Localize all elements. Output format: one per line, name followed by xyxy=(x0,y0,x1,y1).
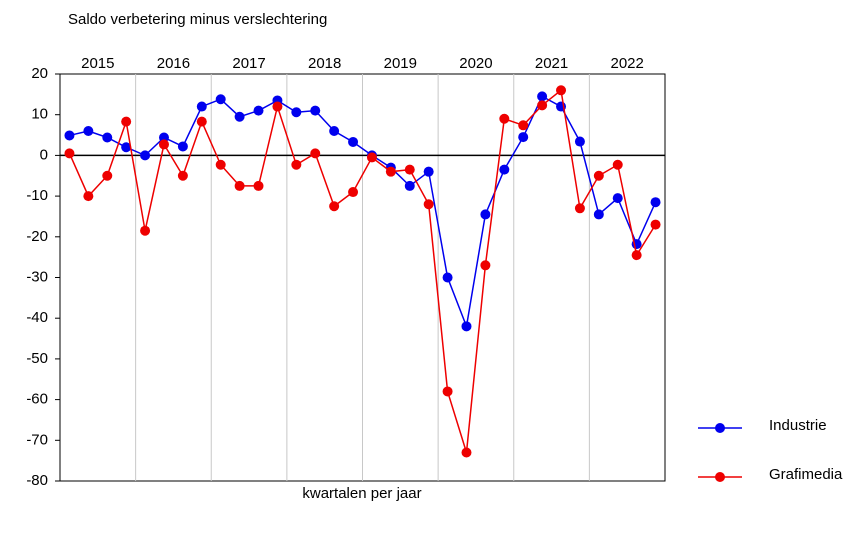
legend-label: Industrie xyxy=(769,417,827,434)
y-tick-label: -50 xyxy=(26,350,48,367)
data-point xyxy=(140,150,151,161)
data-point xyxy=(158,132,169,143)
data-point xyxy=(556,85,567,96)
data-point xyxy=(64,130,75,141)
data-point xyxy=(329,125,340,136)
data-point xyxy=(537,100,548,111)
data-point xyxy=(64,148,75,159)
data-point xyxy=(404,164,415,175)
chart-title: Saldo verbetering minus verslechtering xyxy=(68,11,327,28)
data-point xyxy=(121,142,132,153)
data-point xyxy=(480,260,491,271)
data-point xyxy=(234,180,245,191)
data-point xyxy=(404,180,415,191)
data-point xyxy=(196,116,207,127)
data-point xyxy=(631,250,642,261)
x-axis-label: kwartalen per jaar xyxy=(302,485,421,502)
y-tick-label: -30 xyxy=(26,268,48,285)
data-point xyxy=(366,152,377,163)
y-tick-label: -10 xyxy=(26,187,48,204)
data-point xyxy=(215,159,226,170)
y-tick-label: 0 xyxy=(40,146,48,163)
data-point xyxy=(574,203,585,214)
data-point xyxy=(423,199,434,210)
data-point xyxy=(442,386,453,397)
data-point xyxy=(196,101,207,112)
year-label: 2017 xyxy=(232,55,265,72)
year-label: 2021 xyxy=(535,55,568,72)
data-point xyxy=(272,101,283,112)
y-tick-label: -60 xyxy=(26,391,48,408)
year-label: 2016 xyxy=(157,55,190,72)
data-point xyxy=(650,197,661,208)
data-point xyxy=(461,447,472,458)
legend-marker xyxy=(715,472,725,482)
data-point xyxy=(310,105,321,116)
data-point xyxy=(499,113,510,124)
data-point xyxy=(83,125,94,136)
data-point xyxy=(574,136,585,147)
data-point xyxy=(102,170,113,181)
data-point xyxy=(329,201,340,212)
data-point xyxy=(177,170,188,181)
data-point xyxy=(518,132,529,143)
data-point xyxy=(385,166,396,177)
data-point xyxy=(612,159,623,170)
data-point xyxy=(499,164,510,175)
data-point xyxy=(461,321,472,332)
data-point xyxy=(518,120,529,131)
data-point xyxy=(102,132,113,143)
data-point xyxy=(140,225,151,236)
data-point xyxy=(253,180,264,191)
year-label: 2018 xyxy=(308,55,341,72)
data-point xyxy=(442,272,453,283)
data-point xyxy=(253,105,264,116)
data-point xyxy=(83,191,94,202)
data-point xyxy=(480,209,491,220)
legend-marker xyxy=(715,423,725,433)
data-point xyxy=(121,116,132,127)
y-tick-label: -80 xyxy=(26,472,48,489)
data-point xyxy=(593,170,604,181)
year-label: 2022 xyxy=(611,55,644,72)
data-point xyxy=(593,209,604,220)
legend-label: Grafimedia xyxy=(769,466,843,483)
data-point xyxy=(650,219,661,230)
data-point xyxy=(158,139,169,150)
data-point xyxy=(348,136,359,147)
data-point xyxy=(177,141,188,152)
data-point xyxy=(234,111,245,122)
data-point xyxy=(215,94,226,105)
data-point xyxy=(537,91,548,102)
year-label: 2019 xyxy=(384,55,417,72)
year-label: 2015 xyxy=(81,55,114,72)
y-tick-label: 10 xyxy=(31,106,48,123)
data-point xyxy=(291,159,302,170)
data-point xyxy=(423,166,434,177)
y-tick-label: -70 xyxy=(26,431,48,448)
data-point xyxy=(310,148,321,159)
year-label: 2020 xyxy=(459,55,492,72)
y-tick-label: -40 xyxy=(26,309,48,326)
y-tick-label: 20 xyxy=(31,65,48,82)
y-tick-label: -20 xyxy=(26,228,48,245)
data-point xyxy=(612,193,623,204)
data-point xyxy=(291,107,302,118)
data-point xyxy=(348,187,359,198)
